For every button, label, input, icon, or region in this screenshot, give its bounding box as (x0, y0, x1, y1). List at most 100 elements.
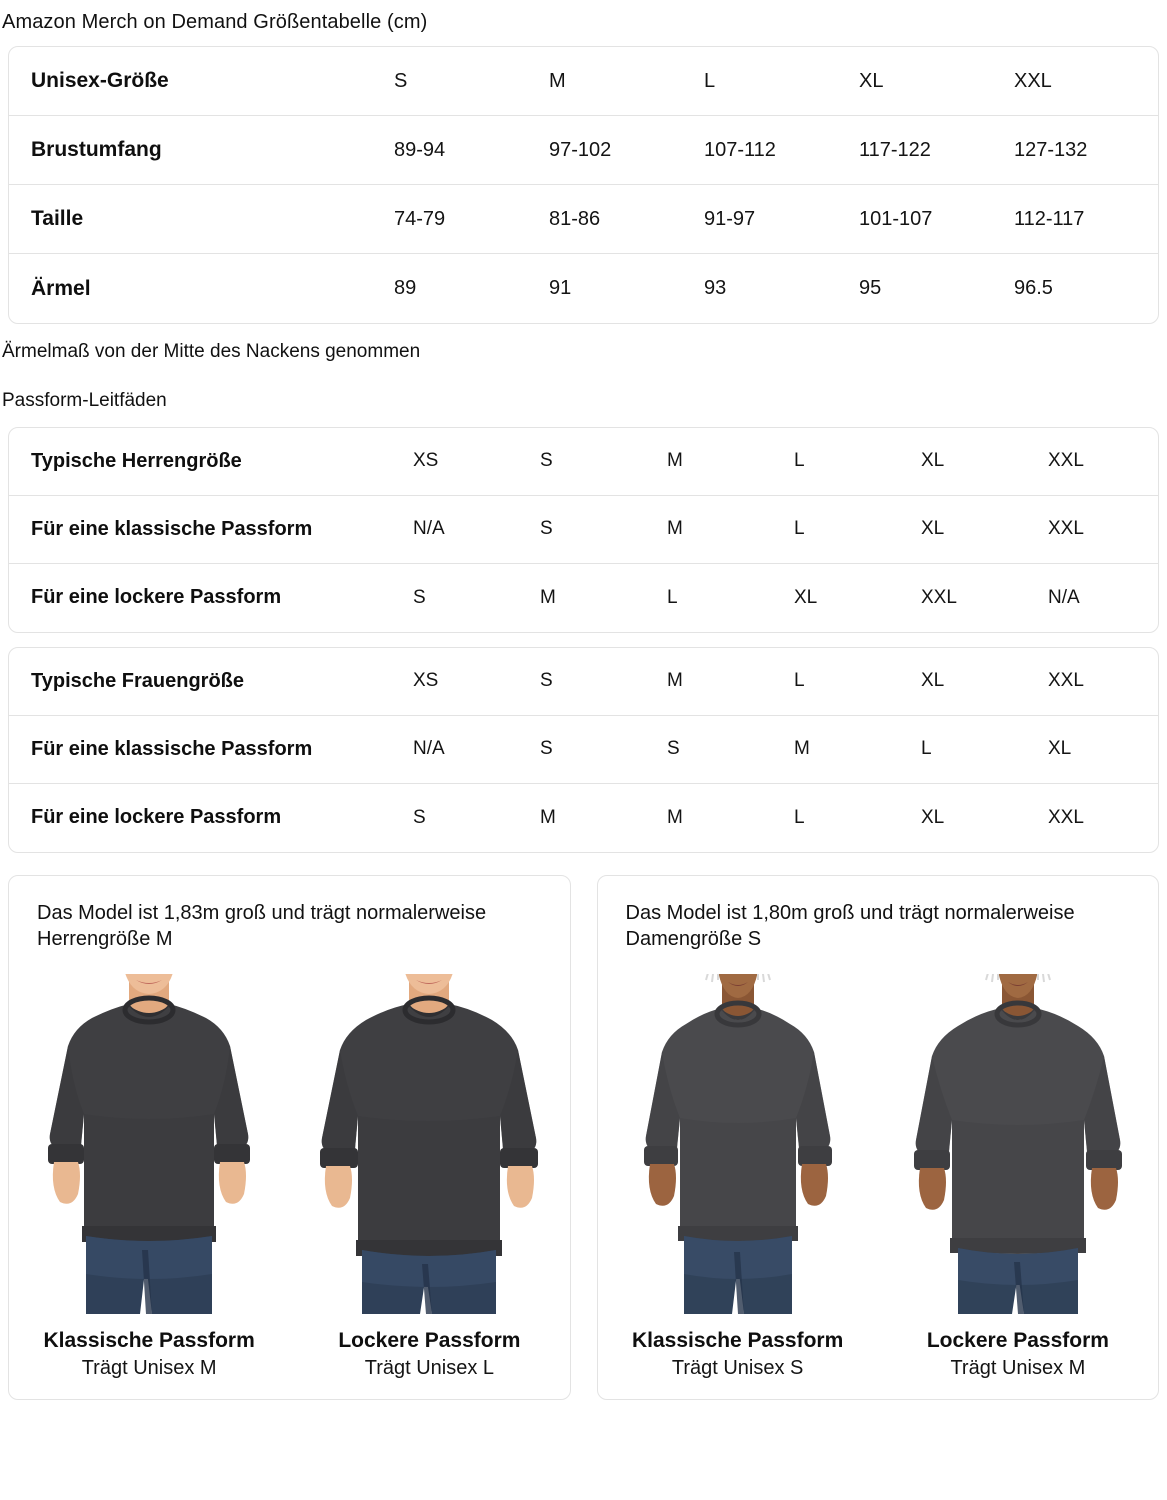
fit-guides-heading: Passform-Leitfäden (2, 389, 167, 411)
table-header-row: Unisex-Größe S M L XL XXL (9, 47, 1158, 116)
size-header-xs: XS (413, 670, 439, 692)
row-label: Für eine lockere Passform (31, 806, 282, 829)
row-label: Taille (31, 207, 84, 230)
size-header-xxl: XXL (1048, 450, 1084, 472)
table-cell: S (540, 738, 553, 760)
male-figures (9, 973, 570, 1314)
fit-title: Lockere Passform (338, 1328, 521, 1352)
female-model-card: Das Model ist 1,80m groß und trägt norma… (596, 874, 1159, 1400)
male-relaxed-fit-caption: Lockere Passform Trägt Unisex L (289, 1328, 569, 1383)
table-header-row: Typische Herrengröße XS S M L XL XXL (9, 428, 1158, 496)
table-cell: XL (921, 518, 945, 540)
table-cell: N/A (413, 738, 445, 760)
fit-title: Klassische Passform (631, 1328, 844, 1352)
table-cell: S (540, 518, 553, 540)
size-header-m: M (667, 450, 683, 472)
row-label: Brustumfang (31, 138, 162, 161)
male-relaxed-fit-figure-wrap (289, 973, 569, 1314)
table-header-row: Typische Frauengröße XS S M L XL XXL (9, 648, 1158, 716)
table-cell: XXL (921, 586, 957, 608)
fit-wears: Trägt Unisex S (671, 1356, 804, 1379)
mens-fit-table: Typische Herrengröße XS S M L XL XXL Für… (8, 426, 1159, 633)
table-cell: XXL (1048, 806, 1084, 828)
male-model-classic-fit-image (48, 973, 251, 1314)
row-label: Für eine lockere Passform (31, 586, 282, 609)
page-title: Amazon Merch on Demand Größentabelle (cm… (2, 11, 428, 33)
male-captions: Klassische Passform Trägt Unisex M Locke… (9, 1328, 570, 1383)
table-cell: 96.5 (1014, 277, 1053, 299)
table-cell: 95 (859, 277, 882, 299)
table-row: Für eine klassische Passform N/A S M L X… (9, 496, 1158, 564)
size-header-xs: XS (413, 450, 439, 472)
womens-fit-table: Typische Frauengröße XS S M L XL XXL Für… (8, 646, 1159, 853)
row-label: Typische Frauengröße (31, 669, 245, 692)
table-cell: XL (1048, 738, 1072, 760)
size-header-s: S (394, 69, 408, 92)
size-header-l: L (794, 450, 805, 472)
fit-wears: Trägt Unisex L (364, 1356, 495, 1379)
table-cell: S (413, 806, 426, 828)
table-row: Für eine lockere Passform S M L XL XXL N… (9, 564, 1158, 632)
fit-wears: Trägt Unisex M (950, 1356, 1086, 1379)
table-cell: 117-122 (859, 138, 931, 161)
table-cell: L (921, 738, 932, 760)
table-cell: 107-112 (704, 138, 776, 161)
table-cell: N/A (1048, 586, 1080, 608)
table-cell: S (413, 586, 426, 608)
table-cell: 112-117 (1014, 207, 1085, 230)
row-label: Unisex-Größe (31, 69, 169, 92)
table-cell: 89 (394, 277, 417, 299)
table-cell: 89-94 (394, 138, 446, 161)
size-header-xxl: XXL (1048, 670, 1084, 692)
male-model-relaxed-fit-image (320, 973, 539, 1314)
female-figures (598, 973, 1159, 1314)
table-cell: 91 (549, 277, 572, 299)
table-cell: M (540, 586, 556, 608)
table-row: Taille 74-79 81-86 91-97 101-107 112-117 (9, 185, 1158, 254)
table-cell: N/A (413, 518, 445, 540)
row-label: Für eine klassische Passform (31, 517, 313, 540)
male-model-card: Das Model ist 1,83m groß und trägt norma… (8, 874, 571, 1400)
table-cell: L (794, 518, 805, 540)
fit-wears: Trägt Unisex M (81, 1356, 217, 1379)
row-label: Typische Herrengröße (31, 449, 242, 472)
table-cell: L (794, 806, 805, 828)
table-cell: XL (794, 586, 818, 608)
table-cell: 127-132 (1014, 138, 1088, 161)
table-cell: 97-102 (549, 138, 612, 161)
size-header-l: L (794, 670, 805, 692)
table-cell: 101-107 (859, 207, 933, 230)
fit-title: Klassische Passform (43, 1328, 255, 1352)
female-model-description: Das Model ist 1,80m groß und trägt norma… (625, 901, 1075, 950)
sleeve-measurement-note: Ärmelmaß von der Mitte des Nackens genom… (2, 341, 421, 362)
table-row: Für eine lockere Passform S M M L XL XXL (9, 784, 1158, 852)
size-header-m: M (549, 69, 566, 92)
male-classic-fit-caption: Klassische Passform Trägt Unisex M (9, 1328, 289, 1383)
male-classic-fit-figure-wrap (9, 973, 289, 1314)
female-relaxed-fit-figure-wrap (878, 973, 1158, 1314)
size-header-s: S (540, 670, 553, 692)
table-cell: 81-86 (549, 207, 601, 230)
size-header-m: M (667, 670, 683, 692)
female-relaxed-fit-caption: Lockere Passform Trägt Unisex M (878, 1328, 1158, 1383)
female-captions: Klassische Passform Trägt Unisex S Locke… (598, 1328, 1159, 1383)
table-cell: L (667, 586, 678, 608)
size-header-l: L (704, 69, 716, 92)
male-model-description: Das Model ist 1,83m groß und trägt norma… (37, 901, 487, 950)
table-cell: 91-97 (704, 207, 756, 230)
fit-title: Lockere Passform (926, 1328, 1109, 1352)
size-header-xl: XL (921, 670, 945, 692)
table-cell: XXL (1048, 518, 1084, 540)
row-label: Ärmel (31, 276, 91, 300)
unisex-size-table: Unisex-Größe S M L XL XXL Brustumfang 89… (8, 46, 1159, 324)
table-row: Brustumfang 89-94 97-102 107-112 117-122… (9, 116, 1158, 185)
table-row: Für eine klassische Passform N/A S S M L… (9, 716, 1158, 784)
model-cards-container: Das Model ist 1,83m groß und trägt norma… (8, 874, 1159, 1400)
size-header-xl: XL (859, 69, 884, 92)
female-classic-fit-caption: Klassische Passform Trägt Unisex S (598, 1328, 878, 1383)
female-model-classic-fit-image (643, 973, 832, 1314)
size-header-xl: XL (921, 450, 945, 472)
table-cell: S (667, 738, 680, 760)
table-cell: M (540, 806, 556, 828)
table-cell: M (794, 738, 810, 760)
